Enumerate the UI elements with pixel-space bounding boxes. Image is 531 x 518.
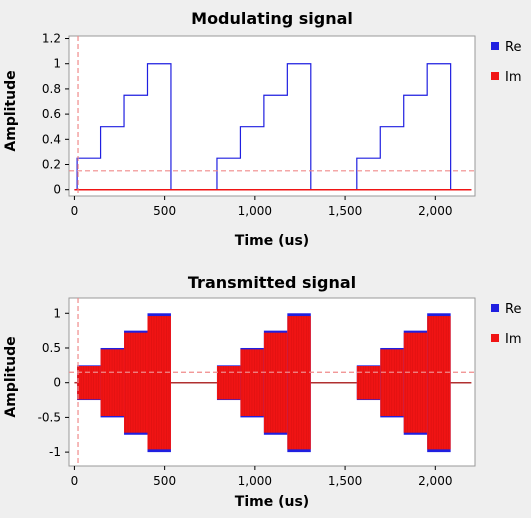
- x-tick-label: 0: [71, 474, 79, 488]
- x-tick-label: 1,500: [328, 474, 362, 488]
- plot-area: [69, 36, 475, 196]
- legend-label-im: Im: [505, 70, 522, 85]
- y-tick-label: -0.5: [38, 410, 61, 424]
- x-tick-label: 500: [153, 204, 176, 218]
- y-tick-label: 0.8: [42, 82, 61, 96]
- chart-title: Transmitted signal: [188, 273, 356, 292]
- chart-title: Modulating signal: [191, 9, 353, 28]
- y-tick-label: 0.5: [42, 341, 61, 355]
- legend-swatch-im: [491, 72, 499, 80]
- legend-swatch-im: [491, 334, 499, 342]
- y-tick-label: 0.6: [42, 107, 61, 121]
- x-tick-label: 1,000: [238, 474, 272, 488]
- chart-1: Modulating signal 0 0.2 0.4 0.6 0.8 1 1.2 0 500 1,…: [3, 9, 522, 249]
- x-axis-label: Time (us): [235, 494, 309, 510]
- legend-swatch-re: [491, 304, 499, 312]
- y-tick-label: 0.2: [42, 158, 61, 172]
- y-tick-label: 1: [53, 57, 61, 71]
- legend-label-re: Re: [505, 302, 521, 317]
- y-tick-label: 0: [53, 183, 61, 197]
- x-tick-label: 0: [71, 204, 79, 218]
- y-tick-label: 0: [53, 376, 61, 390]
- y-tick-label: 0.4: [42, 132, 61, 146]
- y-tick-label: -1: [49, 445, 61, 459]
- x-tick-label: 1,500: [328, 204, 362, 218]
- legend-label-re: Re: [505, 40, 521, 55]
- y-axis-label: Amplitude: [3, 70, 19, 151]
- y-axis-label: Amplitude: [3, 336, 19, 417]
- y-tick-label: 1.2: [42, 32, 61, 46]
- x-tick-label: 1,000: [238, 204, 272, 218]
- legend-swatch-re: [491, 42, 499, 50]
- chart-2: Transmitted signal -1 -0.5 0 0.5 1 0 500 1,000 1,…: [3, 273, 522, 510]
- x-tick-label: 500: [153, 474, 176, 488]
- x-tick-label: 2,000: [418, 474, 452, 488]
- x-axis-label: Time (us): [235, 233, 309, 249]
- legend-label-im: Im: [505, 332, 522, 347]
- y-tick-label: 1: [53, 306, 61, 320]
- x-tick-label: 2,000: [418, 204, 452, 218]
